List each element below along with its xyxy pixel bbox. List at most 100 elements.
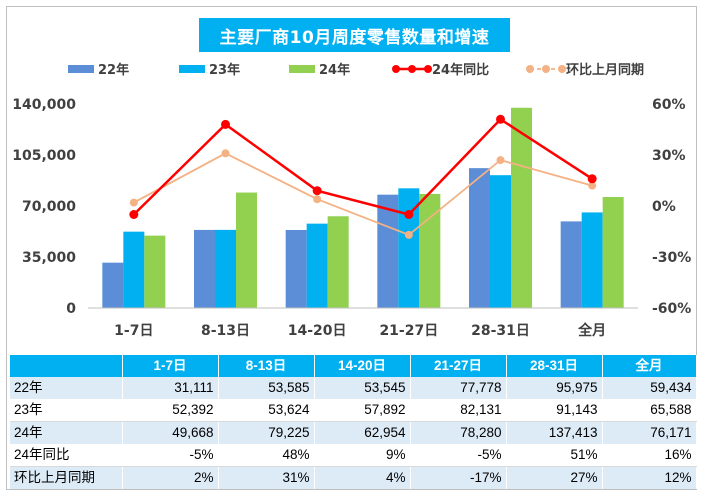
line-point [587,174,597,184]
table-cell: 65,588 [602,399,697,422]
table-header-cell: 21-27日 [410,355,507,377]
table-row: 24年同比 -5% 48% 9% -5% 51% 16% [10,444,697,467]
legend-label: 22年 [98,62,129,78]
x-tick-label: 全月 [577,322,606,339]
chart-title: 主要厂商10月周度零售数量和增速 [199,18,510,52]
line-point [496,156,505,165]
table-cell: 59,434 [602,377,697,399]
bar [602,197,624,308]
table-cell: 77,778 [410,377,507,399]
table-cell: 57,892 [314,399,411,422]
bar [511,107,532,309]
bar [560,221,582,308]
table-cell: 82,131 [410,399,507,422]
table-row: 23年 52,392 53,624 57,892 82,131 91,143 6… [10,399,697,422]
bar [490,175,511,308]
line-point [313,195,322,204]
table-cell: 52,392 [122,399,219,422]
table-cell: 31% [218,466,315,489]
bar [581,212,603,308]
table-cell: -5% [122,444,219,467]
table-cell: 51% [506,444,603,467]
line-series [129,114,597,239]
data-table: 1-7日 8-13日 14-20日 21-27日 28-31日 全月 22年 3… [10,355,697,489]
bar-series [102,107,624,309]
table-header-cell: 8-13日 [218,355,315,377]
table-cell: 12% [602,466,697,489]
x-tick-label: 21-27日 [379,323,438,339]
line-point [129,198,138,207]
line-point [129,210,139,219]
series-line [132,117,593,216]
table-header-cell: 全月 [602,355,697,377]
table-cell: 76,171 [602,421,697,444]
y-axis-left: 0 35,000 70,000 105,000 140,000 [12,97,76,317]
table-cell: 91,143 [506,399,603,422]
bar [215,229,236,308]
table-cell: 16% [602,444,697,467]
line-point [404,230,413,239]
table-cell: 9% [314,444,411,467]
legend-label: 24年同比 [432,62,489,78]
bar [123,231,145,308]
legend-swatch [68,65,94,73]
legend-label: 24年 [319,62,350,78]
row-label: 22年 [10,377,123,399]
table-cell: -5% [410,444,507,467]
table-cell: 49,668 [122,421,219,444]
row-label: 23年 [10,399,123,422]
y-tick-label-right: 0% [652,199,676,215]
bar [327,216,349,308]
table-header-cell: 28-31日 [506,355,603,377]
series-line [133,152,593,236]
combo-chart: 22年 23年 24年 24年同比 环比上月同期 0 35,000 70,000 105,00… [12,62,691,339]
table-cell: 62,954 [314,421,411,444]
bar [306,223,328,308]
line-point [221,149,230,158]
bar [285,229,307,308]
y-axis-right: -60% -30% 0% 30% 60% [652,97,691,317]
bar [144,235,166,308]
line-point [221,119,230,129]
x-tick-label: 14-20日 [288,323,347,339]
legend-swatch [392,65,432,73]
line-point [312,186,322,196]
line-point [496,114,505,124]
table-cell: 48% [218,444,315,467]
x-tick-label: 28-31日 [471,323,530,339]
table-cell: 53,545 [314,377,411,399]
y-tick-label-left: 0 [66,301,76,317]
bar [236,192,257,308]
table-cell: 2% [122,466,219,489]
table-cell: 27% [506,466,603,489]
bar [102,262,124,308]
line-point [588,181,597,190]
table-header-cell: 1-7日 [122,355,219,377]
legend-swatch [289,65,315,73]
x-tick-label: 1-7日 [114,323,153,339]
x-tick-label: 8-13日 [201,323,250,339]
table-cell: 53,585 [218,377,315,399]
table-header-cell: 14-20日 [314,355,411,377]
table-cell: 137,413 [506,421,603,444]
legend: 22年 23年 24年 24年同比 环比上月同期 [68,62,644,78]
legend-label: 环比上月同期 [566,62,644,78]
table-row: 24年 49,668 79,225 62,954 78,280 137,413 … [10,421,697,444]
table-row: 环比上月同期 2% 31% 4% -17% 27% 12% [10,466,697,489]
y-tick-label-right: -30% [652,250,691,266]
table-row: 22年 31,111 53,585 53,545 77,778 95,975 5… [10,377,697,399]
table-cell: 79,225 [218,421,315,444]
row-label: 环比上月同期 [10,466,123,489]
bar [469,168,490,308]
row-label: 24年同比 [10,444,123,467]
bar [377,194,399,308]
table-cell: 95,975 [506,377,603,399]
y-tick-label-left: 35,000 [22,250,76,266]
table-header-cell [10,355,123,377]
line-point [404,210,414,219]
bar [194,229,215,308]
legend-label: 23年 [209,62,240,78]
bar [398,188,420,308]
table-cell: 78,280 [410,421,507,444]
y-tick-label-left: 140,000 [12,97,76,113]
